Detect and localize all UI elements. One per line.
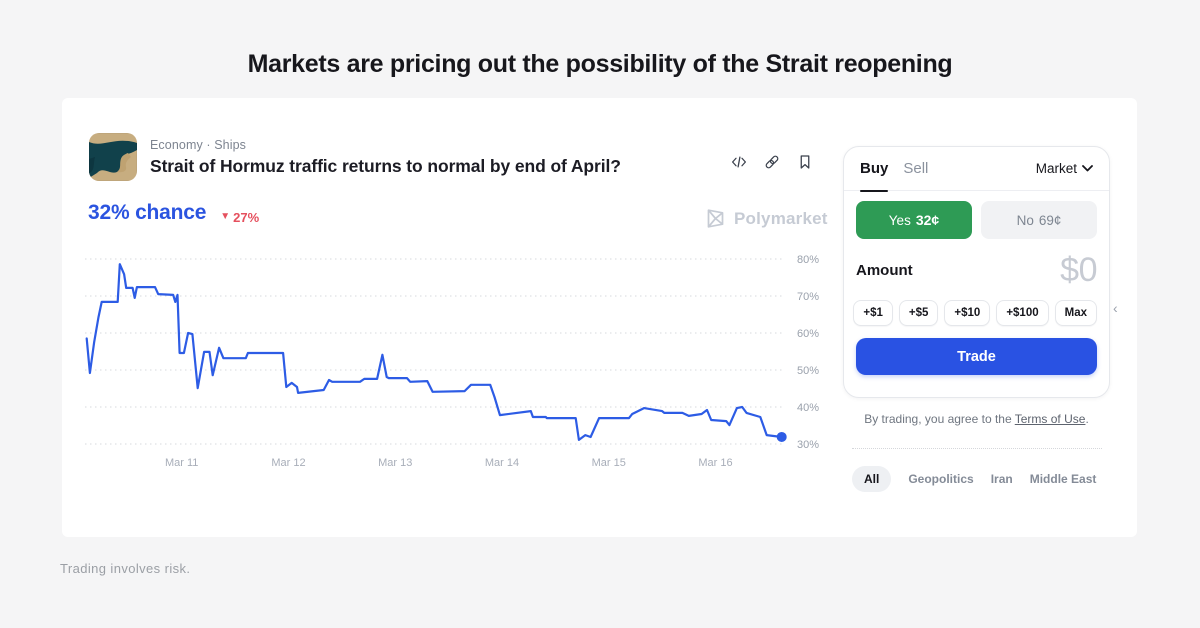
footer-disclaimer: Trading involves risk. <box>60 561 191 576</box>
trade-button[interactable]: Trade <box>856 338 1097 375</box>
max-button[interactable]: Max <box>1054 300 1097 326</box>
chevron-down-icon <box>1082 165 1093 172</box>
page-headline: Markets are pricing out the possibility … <box>247 50 953 78</box>
divider <box>852 448 1102 449</box>
x-tick-label: Mar 13 <box>378 457 412 469</box>
yes-label: Yes <box>888 212 911 228</box>
bookmark-icon[interactable] <box>796 153 814 171</box>
chance-value: 32% chance <box>88 201 207 224</box>
no-button[interactable]: No 69¢ <box>981 201 1097 239</box>
y-tick-label: 70% <box>797 291 819 303</box>
y-tick-label: 80% <box>797 254 819 266</box>
x-tick-label: Mar 14 <box>485 457 519 469</box>
terms-text: By trading, you agree to the <box>864 412 1015 426</box>
change-indicator: ▼ 27% <box>220 210 259 225</box>
x-tick-label: Mar 11 <box>165 457 198 469</box>
polymarket-logo-icon <box>707 209 724 228</box>
yes-button[interactable]: Yes 32¢ <box>856 201 972 239</box>
tag-iran[interactable]: Iran <box>990 472 1013 486</box>
tab-buy[interactable]: Buy <box>860 147 889 192</box>
y-tick-label: 50% <box>797 365 819 377</box>
market-title[interactable]: Strait of Hormuz traffic returns to norm… <box>150 156 621 176</box>
polymarket-watermark: Polymarket <box>705 208 828 229</box>
y-tick-label: 60% <box>797 328 819 340</box>
tag-all[interactable]: All <box>852 466 892 492</box>
change-value: 27% <box>233 209 260 225</box>
market-avatar[interactable] <box>89 133 137 181</box>
add-100-button[interactable]: +$100 <box>996 300 1049 326</box>
add-5-button[interactable]: +$5 <box>898 300 939 326</box>
market-card: Economy · Ships Strait of Hormuz traffic… <box>62 98 1137 537</box>
link-icon[interactable] <box>763 153 781 171</box>
order-type-select[interactable]: Market <box>1036 161 1093 176</box>
tags-row: All Geopolitics Iran Middle East <box>852 466 1096 492</box>
yes-price: 32¢ <box>915 212 940 228</box>
x-tick-label: Mar 15 <box>592 457 626 469</box>
y-tick-label: 30% <box>797 439 819 451</box>
embed-icon[interactable] <box>730 153 748 171</box>
arrow-down-icon: ▼ <box>220 211 231 222</box>
no-label: No <box>1016 212 1034 228</box>
no-price: 69¢ <box>1038 212 1062 228</box>
strait-satellite-image <box>89 133 137 181</box>
order-type-value: Market <box>1035 161 1077 176</box>
price-end-dot <box>776 431 787 442</box>
terms-period: . <box>1085 412 1089 426</box>
carousel-chevron-icon[interactable]: ‹ <box>1113 300 1118 316</box>
watermark-label: Polymarket <box>734 208 828 228</box>
trade-panel: Buy Sell Market Yes 32¢ No 69¢ Amount $0 <box>843 146 1110 398</box>
x-tick-label: Mar 12 <box>271 457 305 469</box>
add-10-button[interactable]: +$10 <box>944 300 991 326</box>
tag-geopolitics[interactable]: Geopolitics <box>908 472 974 486</box>
terms-of-use-link[interactable]: Terms of Use <box>1014 412 1086 426</box>
y-tick-label: 40% <box>797 402 819 414</box>
amount-input[interactable]: $0 <box>1060 251 1097 289</box>
add-1-button[interactable]: +$1 <box>853 300 893 326</box>
tab-sell[interactable]: Sell <box>903 160 929 177</box>
price-chart: 80% 70% 60% 50% 40% 30% Mar 11 Mar 12 Mar 13 Mar … <box>85 254 819 469</box>
amount-label: Amount <box>856 262 913 279</box>
terms-notice: By trading, you agree to the Terms of Us… <box>843 412 1110 426</box>
trade-panel-header: Buy Sell Market <box>844 147 1109 192</box>
tag-middle-east[interactable]: Middle East <box>1029 472 1097 486</box>
breadcrumb: Economy · Ships <box>150 138 246 152</box>
price-line <box>85 263 783 441</box>
x-tick-label: Mar 16 <box>698 457 732 469</box>
